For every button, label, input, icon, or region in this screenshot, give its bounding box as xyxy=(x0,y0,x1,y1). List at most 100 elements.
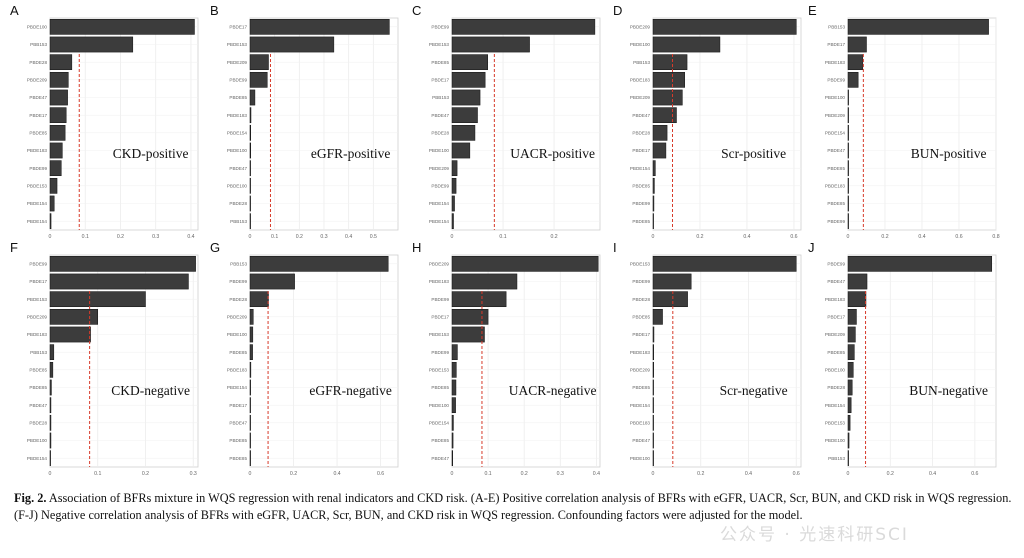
y-tick-label: PBDE85 xyxy=(29,385,47,390)
bar xyxy=(49,124,66,141)
y-tick-label: PBDE17 xyxy=(632,148,650,153)
y-tick-label: PBDE154 xyxy=(27,201,48,206)
y-tick-label: PBDE100 xyxy=(227,183,248,188)
bar xyxy=(847,124,849,141)
bar xyxy=(249,379,251,396)
bar xyxy=(249,344,253,361)
x-tick-label: 0.2 xyxy=(696,234,703,240)
bar xyxy=(847,450,849,467)
y-tick-label: PBDE154 xyxy=(630,403,651,408)
bar xyxy=(249,255,389,272)
bar xyxy=(49,308,98,325)
x-tick-label: 0.3 xyxy=(152,234,159,240)
panel-title: UACR-negative xyxy=(509,383,597,398)
bar xyxy=(451,379,457,396)
bar xyxy=(249,124,251,141)
y-tick-label: PBDE47 xyxy=(827,279,845,284)
bar xyxy=(847,18,989,35)
y-tick-label: PBDE99 xyxy=(229,279,247,284)
y-tick-label: PBDE209 xyxy=(825,113,846,118)
y-tick-label: PBDE153 xyxy=(227,42,248,47)
bar xyxy=(652,414,654,431)
y-tick-label: PBDE47 xyxy=(431,456,449,461)
caption-label: Fig. 2. xyxy=(14,491,47,505)
bar xyxy=(847,107,849,124)
y-tick-label: PBDE209 xyxy=(27,314,48,319)
bar xyxy=(652,379,654,396)
x-tick-label: 0 xyxy=(847,471,850,477)
figure-caption: Fig. 2. Association of BFRs mixture in W… xyxy=(14,490,1014,524)
panel-letter: F xyxy=(10,240,18,255)
panel-title: Scr-negative xyxy=(720,383,788,398)
x-tick-label: 0.2 xyxy=(142,471,149,477)
y-tick-label: PBB153 xyxy=(230,219,247,224)
bar xyxy=(451,308,489,325)
bar xyxy=(249,142,251,159)
bar xyxy=(249,107,252,124)
y-tick-label: PBDE100 xyxy=(630,42,651,47)
x-tick-label: 0 xyxy=(652,234,655,240)
y-tick-label: PBDE85 xyxy=(229,456,247,461)
y-tick-label: PBDE85 xyxy=(632,385,650,390)
y-tick-label: PBDE209 xyxy=(227,60,248,65)
bar xyxy=(249,54,269,71)
panel-title: CKD-positive xyxy=(113,146,189,161)
x-tick-label: 0 xyxy=(49,234,52,240)
y-tick-label: PBDE209 xyxy=(227,314,248,319)
panel-letter: D xyxy=(613,3,622,18)
y-tick-label: PBDE209 xyxy=(429,166,450,171)
bar xyxy=(49,195,55,212)
bar xyxy=(49,397,52,414)
bar xyxy=(451,18,596,35)
bar xyxy=(451,361,457,378)
bar xyxy=(451,71,486,88)
y-tick-label: PBDE153 xyxy=(825,420,846,425)
y-tick-label: PBDE99 xyxy=(827,77,845,82)
y-tick-label: PBDE100 xyxy=(825,438,846,443)
bar xyxy=(652,160,656,177)
y-tick-label: PBDE85 xyxy=(827,201,845,206)
bar xyxy=(49,291,146,308)
bar xyxy=(249,432,251,449)
bar xyxy=(451,36,530,53)
y-tick-label: PBB153 xyxy=(633,60,650,65)
bar xyxy=(249,414,251,431)
y-tick-label: PBDE153 xyxy=(27,183,48,188)
y-tick-label: PBDE85 xyxy=(632,219,650,224)
bar xyxy=(249,177,251,194)
y-tick-label: PBDE154 xyxy=(227,130,248,135)
x-tick-label: 0.1 xyxy=(499,234,506,240)
bar xyxy=(249,89,256,106)
x-tick-label: 0.6 xyxy=(790,234,797,240)
x-tick-label: 0.8 xyxy=(992,234,999,240)
plot-frame xyxy=(451,254,601,468)
y-tick-label: PBDE85 xyxy=(431,60,449,65)
bar xyxy=(49,107,67,124)
x-tick-label: 0.2 xyxy=(296,234,303,240)
bar xyxy=(49,160,62,177)
x-tick-label: 0.4 xyxy=(745,471,752,477)
x-tick-label: 0.3 xyxy=(320,234,327,240)
bar xyxy=(847,397,852,414)
y-tick-label: PBDE183 xyxy=(27,332,48,337)
bar xyxy=(652,54,688,71)
y-tick-label: PBDE17 xyxy=(431,77,449,82)
bar xyxy=(652,142,667,159)
bar xyxy=(249,195,251,212)
bar xyxy=(652,255,797,272)
x-tick-label: 0 xyxy=(451,234,454,240)
y-tick-label: PBDE17 xyxy=(29,279,47,284)
bar xyxy=(49,361,54,378)
y-tick-label: PBDE183 xyxy=(825,297,846,302)
y-tick-label: PBDE183 xyxy=(227,367,248,372)
bar xyxy=(249,213,251,230)
bar xyxy=(249,36,335,53)
y-tick-label: PBDE153 xyxy=(630,261,651,266)
y-tick-label: PBDE47 xyxy=(29,403,47,408)
plot-frame xyxy=(652,254,802,468)
bar xyxy=(49,36,134,53)
bar xyxy=(49,326,91,343)
panel-title: BUN-positive xyxy=(911,146,987,161)
bar xyxy=(847,379,853,396)
y-tick-label: PBDE28 xyxy=(29,60,47,65)
